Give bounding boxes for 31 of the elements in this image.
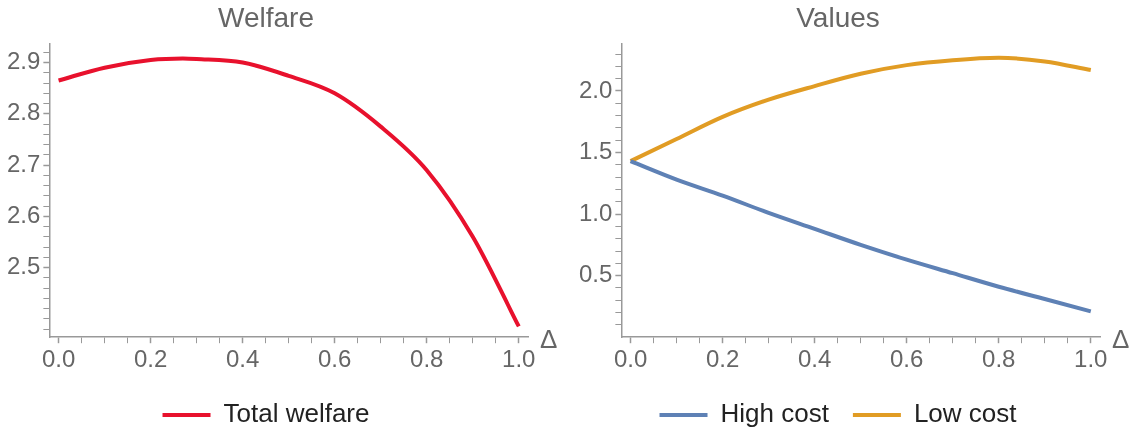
x-axis-title: Δ <box>1112 324 1130 355</box>
y-tick-label: 2.6 <box>6 200 41 228</box>
x-tick-label: 0.2 <box>133 345 168 373</box>
chart-title: Values <box>796 1 880 33</box>
x-tick-label: 0.6 <box>318 345 352 373</box>
x-tick-label: 0.0 <box>613 345 648 373</box>
y-tick-label: 2.8 <box>6 98 41 126</box>
x-tick-label: 0.0 <box>41 345 76 373</box>
chart-title: Welfare <box>218 1 314 33</box>
line-series <box>56 56 521 329</box>
x-tick-label: 0.4 <box>225 345 260 373</box>
x-tick-label: 0.6 <box>890 345 924 373</box>
y-tick-label: 0.5 <box>578 260 613 288</box>
x-tick-label: 0.4 <box>797 345 832 373</box>
y-tick-label: 1.0 <box>578 198 613 226</box>
y-tick-label: 2.0 <box>578 75 613 103</box>
legend-label: Low cost <box>913 398 1018 429</box>
x-tick-label: 0.8 <box>982 345 1016 373</box>
x-tick-label: 1.0 <box>502 345 536 373</box>
line-series <box>628 159 1093 314</box>
x-tick-label: 1.0 <box>1074 345 1108 373</box>
legend-label: High cost <box>720 398 830 429</box>
x-axis-title: Δ <box>540 324 558 355</box>
legend-label: Total welfare <box>223 398 370 429</box>
x-tick-label: 0.2 <box>705 345 740 373</box>
y-tick-label: 2.5 <box>6 252 41 280</box>
y-tick-label: 2.7 <box>6 149 41 177</box>
y-tick-label: 2.9 <box>6 47 41 75</box>
line-series <box>628 55 1093 164</box>
y-tick-label: 1.5 <box>578 137 613 165</box>
x-tick-label: 0.8 <box>410 345 444 373</box>
